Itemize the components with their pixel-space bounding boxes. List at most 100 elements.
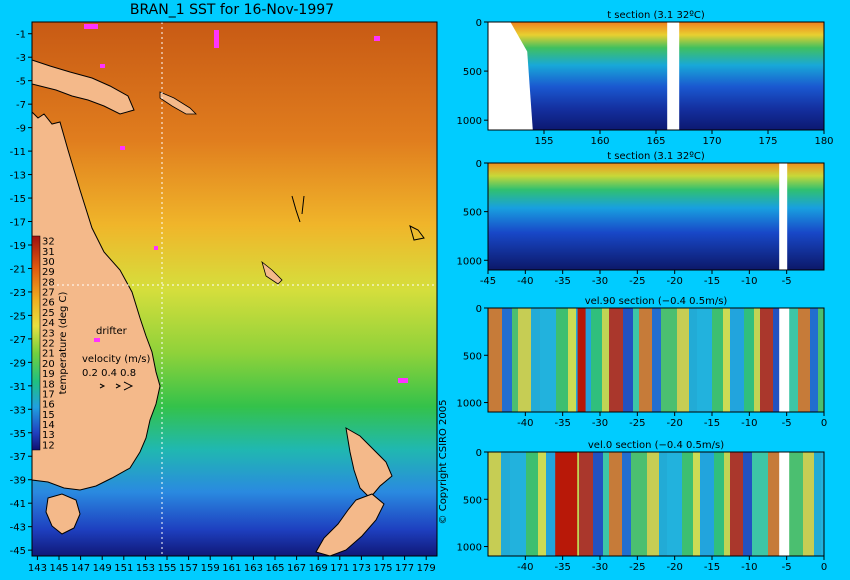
- map-y-tick-label: -39: [10, 476, 26, 487]
- colorbar-tick-label: 28: [42, 277, 55, 288]
- colorbar-tick-label: 17: [42, 389, 55, 400]
- map-y-axis: -1 -3 -5 -7 -9 -11 -13 -15 -17 -19 -21 -23 -25 -27 -29…: [10, 30, 32, 557]
- section-velocity-band: [488, 452, 501, 556]
- section-velocity-band: [579, 452, 593, 556]
- section-y-tick-label: 0: [476, 159, 482, 170]
- section-velocity-band: [677, 308, 689, 412]
- section-velocity-band: [682, 452, 693, 556]
- section-missing-data: [779, 452, 790, 556]
- map-y-tick-label: -13: [10, 171, 26, 182]
- tasmania-land: [45, 493, 81, 535]
- section-panels: t section (3.1 32ºC) 0 500 1000 155 160 165 170…: [457, 10, 834, 573]
- section-velocity-band: [639, 308, 652, 412]
- section-velocity-band: [818, 308, 824, 412]
- colorbar-tick-label: 23: [42, 328, 55, 339]
- map-y-tick-label: -29: [10, 358, 26, 369]
- section-panel-3: vel.90 section (−0.4 0.5m/s) 0 500 1000 -40 -…: [457, 296, 828, 429]
- map-x-tick-label: 149: [93, 563, 112, 574]
- map-x-axis: 143 145 147 149 151 153 155 157 159 161 163 165 167 1…: [28, 556, 436, 574]
- section-missing-data: [779, 308, 790, 412]
- section-field: [488, 163, 824, 270]
- section-y-tick-label: 1000: [457, 256, 482, 267]
- map-x-tick-label: 147: [71, 563, 90, 574]
- map-x-tick-label: 159: [201, 563, 220, 574]
- section-x-tick-label: -20: [666, 276, 682, 287]
- section-y-tick-label: 500: [463, 351, 482, 362]
- map-title: BRAN_1 SST for 16-Nov-1997: [130, 2, 334, 18]
- section-velocity-band: [714, 452, 724, 556]
- colorbar: [31, 235, 41, 451]
- section-velocity-band: [609, 452, 622, 556]
- section-x-tick-label: -15: [704, 562, 720, 573]
- section-x-tick-label: -35: [554, 562, 570, 573]
- section-x-tick-label: 175: [758, 136, 777, 147]
- section-x-tick-label: 180: [814, 136, 833, 147]
- map-x-tick-label: 163: [244, 563, 263, 574]
- fiji-islands: [409, 225, 425, 241]
- section-velocity-band: [712, 308, 723, 412]
- nz-north-land: [345, 427, 393, 499]
- map-y-tick-label: -35: [10, 429, 26, 440]
- map-y-tick-label: -17: [10, 218, 26, 229]
- section-frame: [487, 451, 825, 557]
- section-panel-2: t section (3.1 32ºC) 0 500 1000 -45 -40 -35 -30…: [457, 151, 825, 287]
- colorbar-tick-label: 32: [42, 237, 55, 248]
- section-velocity-band: [768, 452, 780, 556]
- map-x-tick-label: 143: [28, 563, 47, 574]
- section-velocity-band: [700, 452, 714, 556]
- section-x-tick-label: -25: [629, 418, 645, 429]
- section-velocity-band: [512, 308, 518, 412]
- velocity-arrows: [99, 381, 134, 391]
- section-velocity-band: [510, 452, 526, 556]
- section-x-tick-label: -20: [666, 418, 682, 429]
- map-x-tick-label: 167: [287, 563, 306, 574]
- section-velocity-band: [821, 452, 824, 556]
- section-y-tick-label: 500: [463, 67, 482, 78]
- section-velocity-band: [647, 452, 659, 556]
- colorbar-tick-label: 25: [42, 308, 55, 319]
- new-caledonia: [261, 260, 283, 285]
- section-velocity-band: [631, 452, 647, 556]
- section-x-tick-label: -25: [629, 276, 645, 287]
- section-y-tick-label: 1000: [457, 116, 482, 127]
- map-y-tick-label: -37: [10, 452, 26, 463]
- section-y-tick-label: 1000: [457, 543, 482, 554]
- section-velocity-band: [622, 452, 631, 556]
- colorbar-tick-label: 12: [42, 440, 55, 451]
- section-x-tick-label: -5: [782, 276, 792, 287]
- section-frame: [487, 307, 825, 413]
- section-velocity-band: [488, 308, 502, 412]
- section-velocity-band: [798, 308, 810, 412]
- colorbar-tick-label: 13: [42, 430, 55, 441]
- map-y-tick-label: -31: [10, 382, 26, 393]
- section-velocity-band: [603, 452, 609, 556]
- colorbar-tick-label: 15: [42, 410, 55, 421]
- colorbar-tick-label: 18: [42, 379, 55, 390]
- section-land-mask: [488, 22, 533, 130]
- map-x-tick-label: 173: [352, 563, 371, 574]
- section-velocity-band: [689, 308, 697, 412]
- section-velocity-band: [591, 308, 602, 412]
- section-x-tick-label: -35: [554, 418, 570, 429]
- drifter-label: drifter: [96, 326, 128, 337]
- velocity-scale: 0.2 0.4 0.8: [82, 368, 136, 379]
- sst-map-panel: BRAN_1 SST for 16-Nov-1997: [10, 2, 449, 574]
- section-x-tick-label: -5: [782, 562, 792, 573]
- vanuatu-islands: [291, 195, 305, 223]
- section-title: vel.0 section (−0.4 0.5m/s): [588, 440, 724, 451]
- section-velocity-band: [803, 452, 814, 556]
- section-panel-1: t section (3.1 32ºC) 0 500 1000 155 160 165 170…: [457, 10, 834, 147]
- section-jet: [555, 452, 578, 556]
- section-y-tick-label: 500: [463, 495, 482, 506]
- section-velocity-band: [568, 308, 576, 412]
- section-title: vel.90 section (−0.4 0.5m/s): [585, 296, 728, 307]
- solomon-islands: [159, 91, 197, 115]
- section-y-tick-label: 1000: [457, 399, 482, 410]
- section-velocity-band: [667, 452, 682, 556]
- map-x-tick-label: 145: [49, 563, 68, 574]
- map-x-tick-label: 165: [265, 563, 284, 574]
- section-velocity-band: [743, 452, 752, 556]
- section-missing-data: [667, 22, 680, 130]
- section-velocity-band: [744, 308, 754, 412]
